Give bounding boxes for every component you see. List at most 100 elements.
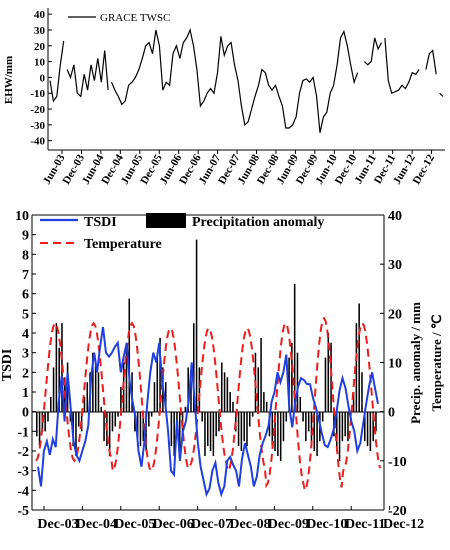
precip-bar [139,411,142,447]
right-y-tick-label: 40 [388,209,402,224]
precip-bar [324,357,327,412]
left-y-tick-label: 2 [22,366,29,381]
grace-twsc-line [363,37,383,66]
precip-bar [344,411,346,437]
precip-bar [316,411,318,456]
right-y-tick-label: 0 [388,406,395,421]
precip-bar [352,392,355,412]
precip-bar [285,411,288,422]
precip-bar [120,387,122,412]
precip-bar [223,372,226,412]
right-y-tick-label: -20 [388,504,407,519]
right-y-tick-label: 20 [388,307,402,322]
left-y-tick-label: 7 [22,268,29,283]
bottom-x-tick-label: Dec-06 [153,517,194,532]
right-y-tick-label: -10 [388,455,407,470]
precip-bar [330,342,332,412]
left-y-tick-label: 9 [22,229,29,244]
precip-bar [313,411,316,451]
precip-bar [134,411,136,432]
precip-bar [69,411,72,422]
precip-bar [97,372,100,412]
precip-bar [291,342,293,412]
bottom-x-tick-label: Dec-03 [37,517,78,532]
left-y-tick-label: 1 [22,386,29,401]
top-y-tick-label: 30 [34,25,46,37]
right-y-tick-label: 30 [388,258,402,273]
precip-bar [243,411,245,442]
bottom-x-tick-label: Dec-11 [345,517,385,532]
grace-twsc-line [439,92,444,97]
legend-label-tsdi: TSDI [84,215,117,230]
precip-bar [361,372,363,412]
right-y-axis-title-temp: Temperature / ℃ [429,315,444,412]
bottom-x-tick-label: Dec-08 [229,517,270,532]
left-y-tick-label: 6 [22,288,29,303]
precip-bar [209,411,212,451]
precip-bars [36,239,377,461]
precip-bar [184,406,187,412]
grace-twsc-line [49,40,65,103]
precip-bar [136,411,139,442]
precip-bar [336,411,338,451]
precip-bar [221,362,223,412]
precip-bar [165,382,167,412]
precip-bar [288,357,290,412]
precip-bar [229,392,231,412]
precip-bar [265,401,268,412]
precip-bar [341,411,344,442]
bottom-x-tick-label: Dec-09 [268,517,309,532]
top-y-ticks: 40 30 20 10 0 -10 -20 -30 -40 [30,9,52,148]
precip-bar [307,411,310,432]
precip-bar [75,411,77,456]
top-y-tick-label: -20 [30,104,45,116]
top-y-axis-title: EHW/mm [3,56,15,104]
precip-bar [212,411,215,456]
tsdi-line [37,326,379,498]
precip-bar [173,411,175,456]
left-y-tick-label: 10 [15,209,29,224]
precip-bar [372,411,374,442]
right-y-ticks: 40 30 20 10 0 -10 -20 [380,209,407,519]
precip-bar [302,411,304,422]
temperature-line [35,316,381,494]
legend-label-temp: Temperature [84,237,162,252]
precip-bar [198,367,201,412]
grace-twsc-line [384,37,420,95]
top-y-tick-label: 0 [40,72,46,84]
precip-bar [52,367,55,412]
precip-bar [327,333,330,412]
precip-bar [338,411,341,461]
precip-bar [218,411,220,432]
precip-bar [347,411,349,442]
precip-bar [215,411,217,437]
precip-bar [159,337,161,412]
precip-bar [299,396,302,412]
precip-bar [358,303,360,412]
left-y-tick-label: -5 [17,504,29,519]
precip-bar [232,401,234,412]
left-y-tick-label: 8 [22,248,29,263]
precip-bar [235,411,237,432]
precip-bar [249,411,251,427]
left-y-axis-title: TSDI [0,349,15,382]
temperature-series [35,316,381,494]
precip-bar [366,411,369,447]
top-legend-label: GRACE TWSC [100,12,170,24]
precip-bar [364,411,366,442]
precip-bar [100,406,103,412]
precip-bar [148,411,150,427]
grace-twsc-line [425,49,437,75]
precip-bar [277,411,279,456]
precip-bar [117,411,119,417]
bottom-legend: TSDI Precipitation anomaly Temperature [40,213,324,252]
precip-bar [369,411,372,451]
precip-bar [193,323,195,412]
bottom-x-tick-label: Dec-10 [306,517,347,532]
bottom-x-tick-label: Dec-12 [383,517,424,532]
precip-bar [78,411,80,427]
precip-bar [55,323,58,412]
precip-bar [321,411,324,422]
